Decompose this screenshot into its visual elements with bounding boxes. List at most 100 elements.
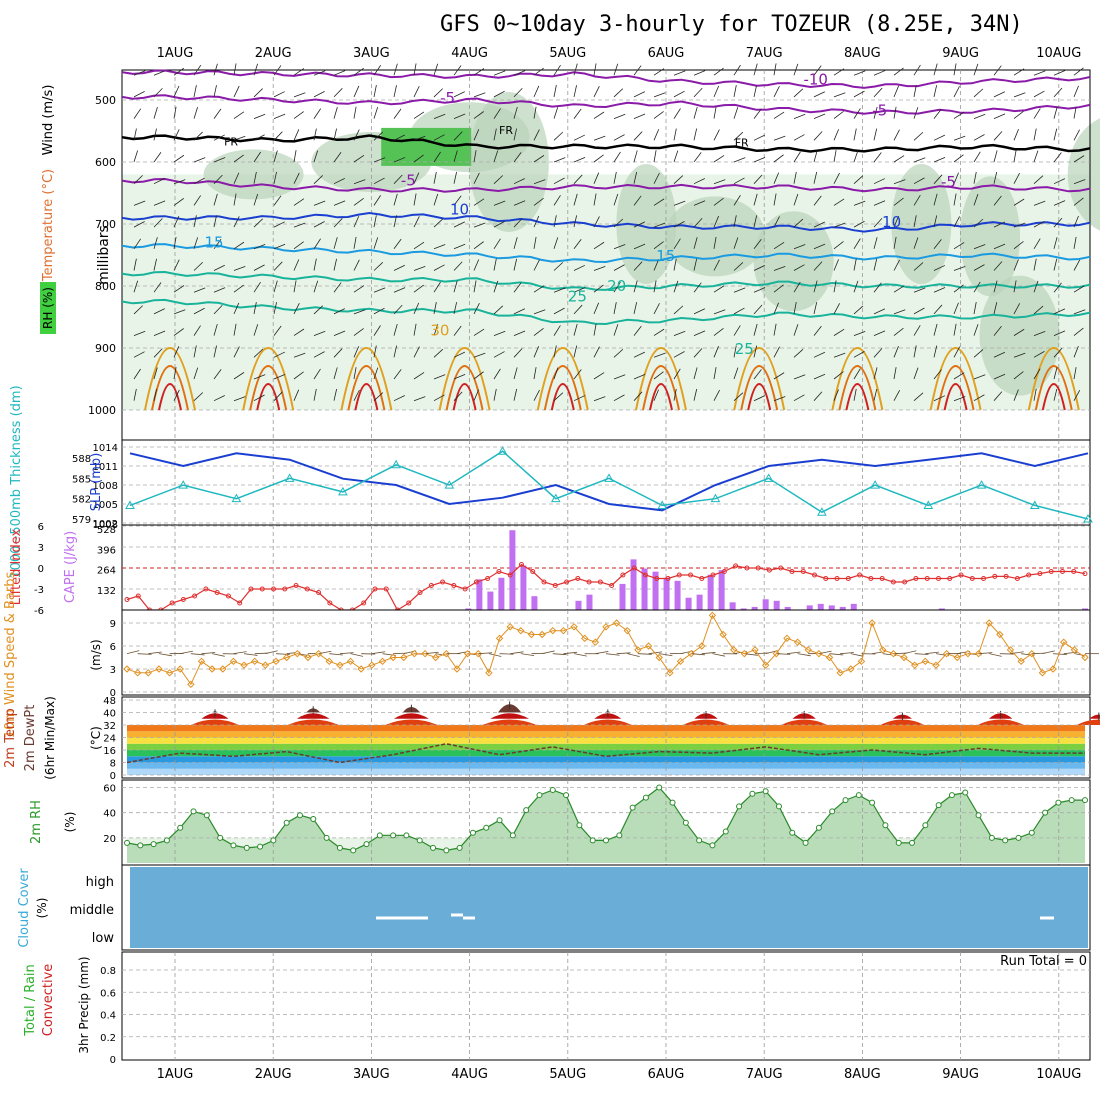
wind-barb [413,284,424,293]
wind-barb [573,323,578,336]
cape-bar [784,606,791,610]
wind-barb [776,653,791,655]
wind-barb [353,106,357,119]
contour-label: -10 [803,71,828,89]
wind-barb [673,175,684,184]
wind-barb [613,324,619,336]
wind-barb [173,106,177,119]
wind-barb [853,220,865,228]
wind-barb [1053,200,1066,206]
tmax-area [190,719,240,725]
wind-barb [893,309,906,315]
slp-tick-label: 1014 [93,443,118,454]
date-tick-label: 1AUG [156,46,194,61]
wind-barb [1033,175,1044,184]
wind-barb [993,261,1003,271]
wind-barb [473,129,480,141]
cape-bar [487,591,494,610]
wind-barb [233,396,246,402]
wind-barb [553,237,559,249]
wind-barb [193,307,205,315]
temp-axis-title: 2m Temp [3,708,18,768]
wind-barb [633,325,642,336]
wind-barb [913,325,921,336]
wind-barb [393,85,397,97]
wind-barb [1053,87,1063,98]
wind-barb [133,305,143,315]
thickness-marker [178,480,189,489]
wind-barb [633,280,638,293]
temp-band [127,725,1085,732]
wind-barb [593,63,597,76]
wind-barb [813,150,818,163]
wind-barb [993,280,998,293]
thickness-tick-label: 588 [72,454,91,465]
wind-barb [373,262,384,271]
slp-line [129,452,1089,512]
wind-barb [353,346,360,358]
rh-tick-label: 60 [103,784,116,795]
contour-line [121,211,1091,233]
wind-barb [993,171,998,184]
wind-barb [173,85,180,98]
wind-barb [213,304,223,315]
cape-tick-label: 132 [97,586,116,597]
wind-barb [213,63,218,76]
wind-barb [873,388,878,401]
wind-barb [1033,330,1046,336]
wind-barb [833,352,846,358]
wind-barb [773,372,785,380]
tmax-area [977,719,1024,725]
wind-barb [933,63,938,76]
wind-barb [593,284,604,293]
wind-barb [793,302,797,314]
wind-barb [973,63,979,76]
wind-barb [893,259,900,271]
wind-barb [593,154,604,163]
wind-barb [213,157,226,163]
cape-bar [839,606,846,610]
wind-barb [473,371,484,380]
wind-barb [693,87,703,98]
wind-barb [193,157,206,163]
wind-barb [613,281,621,293]
wind-barb [573,395,586,402]
cloud-gap [376,916,428,920]
wind-barb [213,395,225,402]
wind-barb [633,91,645,98]
wind-barb [813,261,823,271]
wind-barb [573,108,582,119]
wind-barb [333,282,342,293]
wind-barb [353,154,365,163]
temperature-contour [249,365,288,411]
wind-barb [633,113,646,119]
date-tick-label: 10AUG [1036,1067,1082,1082]
wind-barb [713,197,724,206]
wind-barb [265,650,278,655]
wind-barb [333,200,346,206]
wind-barb [553,107,559,119]
wind-barb [978,652,993,655]
rh-marker [669,799,676,806]
wind-barb [893,236,897,249]
li-tick-label: -3 [34,585,44,596]
wind-barb [633,171,638,184]
wind-barb [339,652,354,655]
wind-barb [613,218,624,228]
dewpt-axis-title: 2m DewPt [23,705,38,772]
wind-barb [673,238,681,250]
wind-barb [313,108,322,119]
cape-bar [641,568,648,610]
contour-line [121,134,1091,153]
wind-barb [813,113,826,119]
precip-tick-label: 0.6 [100,988,116,999]
wind-barb [233,63,237,76]
li-marker [327,600,333,606]
cape-tick-label: 264 [97,566,116,577]
wind-barb [190,653,205,656]
wind-barb [193,177,205,185]
wind-barb [233,135,246,141]
wind-barb [733,85,737,97]
cloud-level-label: middle [70,903,114,918]
wind-barb [693,128,698,141]
